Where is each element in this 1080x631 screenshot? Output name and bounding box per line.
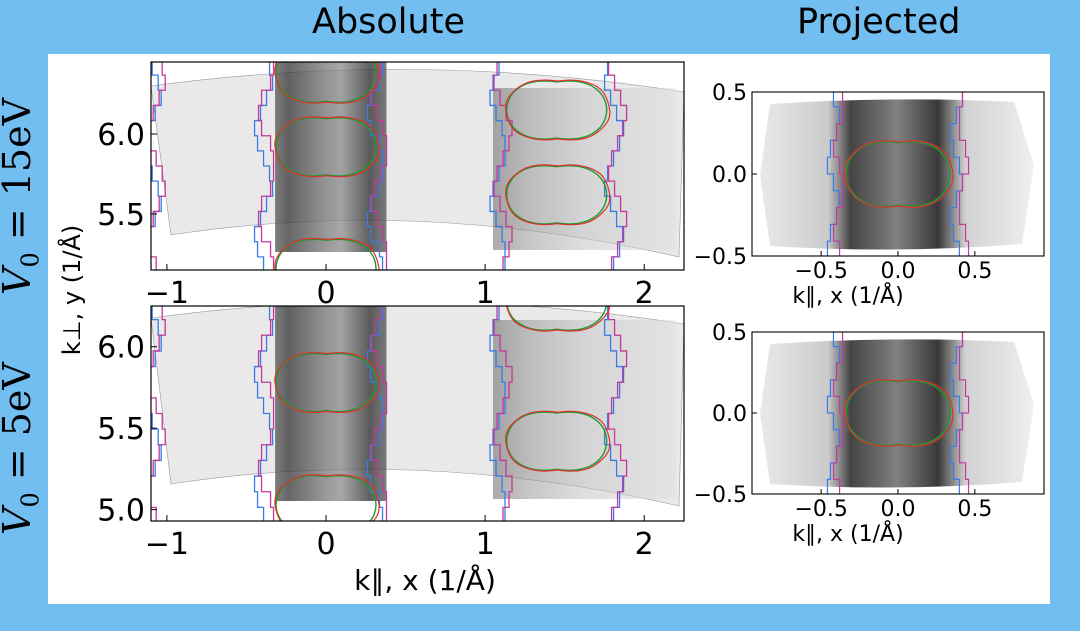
- fs-pocket-green: [505, 411, 608, 472]
- y-tick-label: −0.5: [694, 245, 747, 270]
- y-tick-label: 6.0: [97, 118, 145, 153]
- projected-plot-2: −0.5 0.0 0.5 −0.5 0.0 0.5 k∥, x (1/Å): [694, 81, 1045, 309]
- fs-pocket-red: [504, 410, 611, 472]
- fs-vertical-contour: [833, 92, 844, 256]
- fs-pocket-red: [504, 164, 611, 226]
- x-tick-label: 2: [635, 276, 654, 311]
- y-tick-label: 0.0: [712, 163, 747, 188]
- plot-frame: [150, 61, 685, 271]
- x-tick-label: 2: [635, 527, 654, 562]
- fs-pocket-red: [844, 379, 954, 447]
- fs-pocket-red: [274, 474, 380, 521]
- fs-vertical-contour: [370, 62, 388, 270]
- fs-pocket-green: [505, 164, 608, 225]
- projected-plot-3: −0.5 0.0 0.5 −0.5 0.0 0.5 k∥, x (1/Å): [694, 321, 1045, 547]
- y-tick-label: 5.0: [97, 494, 145, 529]
- fs-pocket-red: [506, 306, 611, 332]
- x-axis-label: k∥, x (1/Å): [792, 282, 903, 309]
- fs-vertical-contour: [151, 62, 162, 228]
- x-axis-label: k∥, x (1/Å): [354, 563, 496, 597]
- x-tick-label: −1: [145, 276, 189, 311]
- fs-pocket-green: [506, 306, 607, 331]
- x-tick-label: 0: [316, 527, 335, 562]
- fs-pocket-green: [275, 62, 377, 104]
- fs-vertical-contour: [253, 62, 274, 270]
- y-axis-label: k⊥, y (1/Å): [57, 225, 86, 355]
- fs-pocket-green: [275, 116, 377, 177]
- projected-intensity: [760, 99, 1034, 250]
- fs-vertical-contour: [607, 306, 628, 521]
- fs-vertical-contour: [151, 62, 166, 270]
- absolute-title: Absolute: [312, 2, 465, 42]
- fs-vertical-contour: [257, 62, 275, 270]
- fs-vertical-contour: [151, 306, 166, 521]
- y-tick-label: 5.5: [97, 198, 145, 233]
- fs-pocket-green: [845, 380, 951, 446]
- absolute-plot-1: −1 0 1 2 5.0 5.5 6.0: [97, 305, 685, 562]
- y-tick-label: 0.5: [712, 321, 747, 346]
- x-tick-label: −0.5: [794, 259, 847, 284]
- x-tick-label: −0.5: [794, 497, 847, 522]
- x-tick-label: 0.5: [957, 497, 992, 522]
- fs-vertical-contour: [151, 306, 162, 477]
- fs-vertical-contour: [958, 332, 970, 494]
- fs-pocket-green: [275, 474, 377, 521]
- fs-vertical-contour: [833, 332, 844, 494]
- fs-vertical-contour: [493, 62, 513, 270]
- fs-vertical-contour: [370, 306, 388, 521]
- intensity-band-gamma: [275, 306, 387, 501]
- x-tick-label: 1: [476, 527, 495, 562]
- fs-vertical-contour: [958, 92, 970, 256]
- fs-pocket-green: [275, 352, 377, 413]
- fs-pocket-red: [274, 237, 380, 270]
- fs-vertical-contour: [493, 306, 513, 521]
- x-tick-label: 0.5: [957, 259, 992, 284]
- fs-pocket-green: [845, 141, 951, 207]
- fs-pocket-red: [504, 79, 611, 141]
- y-tick-label: 5.5: [97, 412, 145, 447]
- fs-pocket-red: [274, 62, 380, 104]
- x-tick-label: 1: [476, 276, 495, 311]
- fs-vertical-contour: [257, 306, 275, 521]
- x-tick-label: 0.0: [881, 497, 916, 522]
- fs-pocket-green: [275, 238, 377, 270]
- fs-pocket-red: [844, 140, 954, 208]
- fs-vertical-contour: [253, 306, 274, 521]
- fs-pocket-red: [274, 116, 380, 178]
- absolute-plot-0: −1 0 1 2 5.5 6.0: [97, 61, 685, 311]
- x-tick-label: 0: [316, 276, 335, 311]
- x-tick-label: 0.0: [881, 259, 916, 284]
- intensity-band-right: [493, 88, 677, 250]
- x-axis-label: k∥, x (1/Å): [792, 520, 903, 547]
- plot-frame: [150, 305, 685, 522]
- projected-title: Projected: [797, 2, 961, 42]
- fs-pocket-red: [274, 352, 380, 413]
- y-tick-label: 0.5: [712, 81, 747, 106]
- fs-vertical-contour: [607, 62, 628, 270]
- fs-pocket-green: [505, 80, 608, 140]
- x-tick-label: −1: [145, 527, 189, 562]
- y-tick-label: −0.5: [694, 483, 747, 508]
- y-tick-label: 0.0: [712, 402, 747, 427]
- intensity-band-right: [493, 320, 677, 499]
- projected-intensity: [760, 339, 1034, 488]
- y-tick-label: 6.0: [97, 331, 145, 366]
